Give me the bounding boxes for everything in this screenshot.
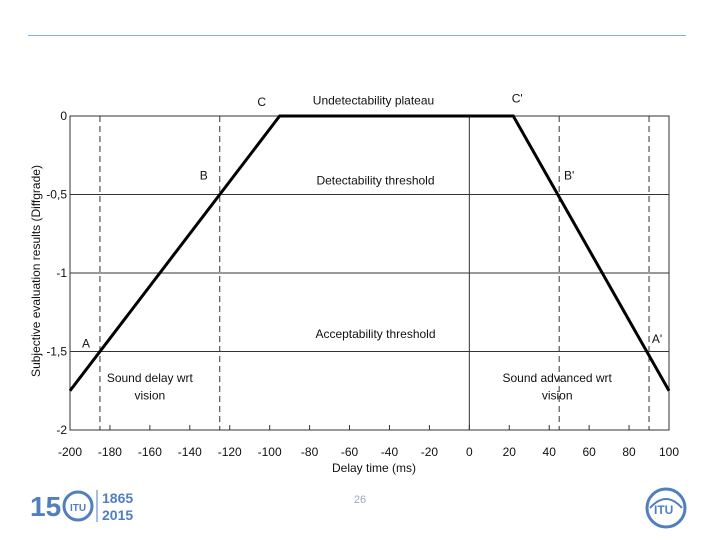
annotation: Undetectability plateau	[313, 93, 434, 107]
x-tick-label: 100	[659, 445, 679, 459]
svg-text:15: 15	[30, 491, 61, 522]
svg-text:1865: 1865	[102, 490, 133, 506]
point-label: C	[257, 95, 266, 109]
x-tick-label: -40	[381, 445, 399, 459]
point-label: A	[82, 337, 90, 351]
x-tick-label: 20	[503, 445, 517, 459]
annotation: Sound delay wrt	[107, 371, 194, 385]
point-label: C'	[512, 92, 523, 106]
x-axis-label: Delay time (ms)	[332, 461, 416, 475]
x-tick-label: 0	[466, 445, 473, 459]
itu-150-logo: 15 ITU 1865 2015	[30, 486, 150, 526]
x-tick-label: 80	[622, 445, 636, 459]
annotation: Acceptability threshold	[315, 327, 435, 341]
y-tick-label: -0,5	[46, 188, 67, 202]
point-label: B	[200, 169, 208, 183]
x-tick-label: -140	[178, 445, 202, 459]
x-tick-label: 40	[543, 445, 557, 459]
x-tick-label: -80	[301, 445, 319, 459]
x-tick-label: -120	[218, 445, 242, 459]
itu-logo: ITU	[640, 486, 692, 530]
x-tick-label: 60	[582, 445, 596, 459]
annotation: vision	[542, 388, 573, 402]
svg-text:ITU: ITU	[654, 503, 673, 517]
x-tick-label: -20	[421, 445, 439, 459]
y-tick-label: -1,5	[46, 345, 67, 359]
annotation: Sound advanced wrt	[502, 371, 612, 385]
annotation: Detectability threshold	[316, 173, 434, 187]
y-axis-label: Subjective evaluation results (Diffgrade…	[29, 165, 43, 377]
y-tick-label: -2	[56, 423, 67, 437]
x-tick-label: -200	[58, 445, 82, 459]
svg-text:ITU: ITU	[70, 503, 86, 514]
x-tick-label: -180	[98, 445, 122, 459]
y-tick-label: -1	[56, 266, 67, 280]
y-tick-label: 0	[60, 109, 67, 123]
page-number: 26	[353, 494, 367, 506]
annotation: vision	[135, 388, 166, 402]
x-tick-label: -60	[341, 445, 359, 459]
series-line	[68, 114, 671, 392]
header-rule	[28, 35, 686, 36]
point-label: B'	[564, 169, 574, 183]
x-tick-label: -160	[138, 445, 162, 459]
svg-text:2015: 2015	[102, 507, 133, 523]
x-tick-label: -100	[258, 445, 282, 459]
point-label: A'	[652, 332, 662, 346]
